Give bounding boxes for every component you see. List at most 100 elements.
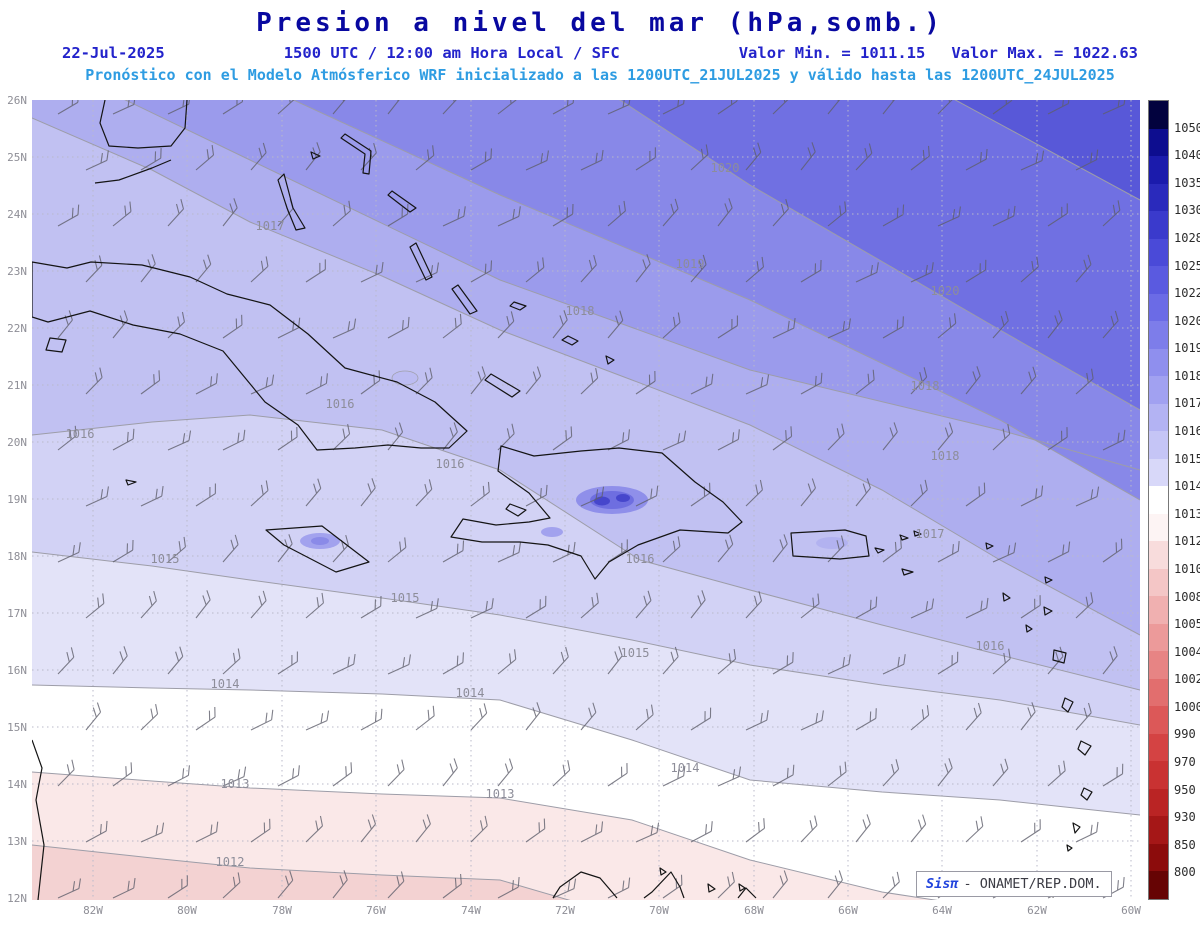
coastline <box>265 525 370 573</box>
isobar-label: 1014 <box>456 686 485 700</box>
pressure-bullseye <box>391 370 419 386</box>
wind-barb <box>882 654 906 675</box>
colorbar-tick-label: 1002 <box>1174 672 1200 687</box>
isobar-line <box>32 684 1140 816</box>
wind-barb <box>772 198 789 227</box>
wind-barb <box>772 652 794 675</box>
lat-label: 25N <box>7 151 27 164</box>
min-value: Valor Min. = 1011.15 <box>738 44 926 62</box>
wind-barb <box>717 198 733 227</box>
wind-barb <box>497 649 517 675</box>
colorbar-cell <box>1149 706 1168 734</box>
wind-barb <box>167 199 185 227</box>
isobar-label: 1012 <box>216 855 245 869</box>
wind-barb <box>827 870 843 899</box>
isobar-label: 1013 <box>221 777 250 791</box>
isobar-line <box>32 771 938 900</box>
wind-barb <box>112 100 136 115</box>
coastline <box>340 133 372 175</box>
colorbar-tick-label: 850 <box>1174 837 1196 852</box>
isobar-label: 1020 <box>711 161 740 175</box>
wind-barb <box>497 100 517 115</box>
wind-barb <box>442 652 464 675</box>
isobar-label: 1016 <box>436 457 465 471</box>
lon-label: 76W <box>366 904 386 917</box>
max-value: Valor Max. = 1022.63 <box>951 44 1138 62</box>
coastline <box>1043 606 1053 616</box>
wind-barb <box>497 542 522 563</box>
wind-barb <box>745 374 770 395</box>
wind-barb <box>937 541 960 563</box>
wind-barb <box>332 762 353 787</box>
wind-barb <box>910 367 928 395</box>
wind-barb <box>222 314 243 339</box>
colorbar-cell <box>1149 211 1168 239</box>
wind-barb <box>305 815 323 843</box>
wind-barb <box>85 486 109 507</box>
colorbar-cell <box>1149 183 1168 212</box>
coastline <box>409 242 433 281</box>
wind-barb <box>607 200 626 227</box>
colorbar-tick-label: 930 <box>1174 810 1196 825</box>
wind-barb <box>360 595 382 619</box>
lat-label: 21N <box>7 379 27 392</box>
coastline <box>1072 822 1081 834</box>
wind-barb <box>277 870 294 899</box>
wind-barb <box>855 814 871 843</box>
wind-barb <box>277 100 296 115</box>
wind-barb <box>85 150 109 171</box>
wind-barb <box>167 100 191 115</box>
pressure-bullseye <box>616 494 630 502</box>
coastline <box>387 190 417 213</box>
wind-barb <box>1102 429 1126 451</box>
wind-barb <box>222 766 247 787</box>
colorbar-tick-label: 1050 <box>1174 120 1200 135</box>
wind-barb <box>140 590 157 619</box>
colorbar-cell <box>1149 431 1168 459</box>
lat-label: 12N <box>7 892 27 905</box>
coastline <box>901 568 914 576</box>
wind-barb <box>415 705 435 731</box>
wind-barb <box>1102 646 1118 675</box>
wind-barb <box>140 822 165 843</box>
wind-barb <box>992 648 1011 675</box>
wind-barb <box>882 422 898 451</box>
wind-barb <box>827 423 845 451</box>
wind-barb <box>992 542 1017 563</box>
wind-barb <box>57 425 77 451</box>
coastline <box>1052 649 1067 664</box>
wind-barb <box>580 592 599 619</box>
wind-barb <box>1047 310 1063 339</box>
colorbar-cell <box>1149 541 1168 569</box>
colorbar <box>1148 100 1169 900</box>
isobar-label: 1016 <box>976 639 1005 653</box>
lon-label: 62W <box>1027 904 1047 917</box>
isobar-label: 1016 <box>326 397 355 411</box>
wind-barb <box>937 651 959 675</box>
wind-barb <box>965 702 982 731</box>
wind-barb <box>360 814 377 843</box>
wind-barb <box>112 310 129 339</box>
wind-barb <box>195 254 212 283</box>
pressure-bullseye <box>311 537 329 545</box>
wind-barb <box>332 100 349 115</box>
coastline <box>899 534 909 541</box>
colorbar-tick-label: 1020 <box>1174 313 1200 328</box>
wind-barb <box>1020 702 1036 731</box>
lon-label: 68W <box>744 904 764 917</box>
colorbar-tick-label: 1015 <box>1174 451 1200 466</box>
wind-barb <box>415 479 433 507</box>
wind-barb <box>305 373 328 395</box>
wind-barb <box>1075 592 1094 619</box>
wind-barb <box>167 311 185 339</box>
wind-barb <box>800 478 816 507</box>
wind-barb <box>937 422 954 451</box>
wind-barb <box>222 429 246 451</box>
colorbar-cell <box>1149 651 1168 679</box>
wind-barb <box>607 100 632 115</box>
wind-barb <box>387 316 410 339</box>
wind-barb <box>965 366 981 395</box>
coastline <box>1044 576 1053 584</box>
isobar-line <box>32 551 1140 726</box>
coastline <box>737 887 757 899</box>
